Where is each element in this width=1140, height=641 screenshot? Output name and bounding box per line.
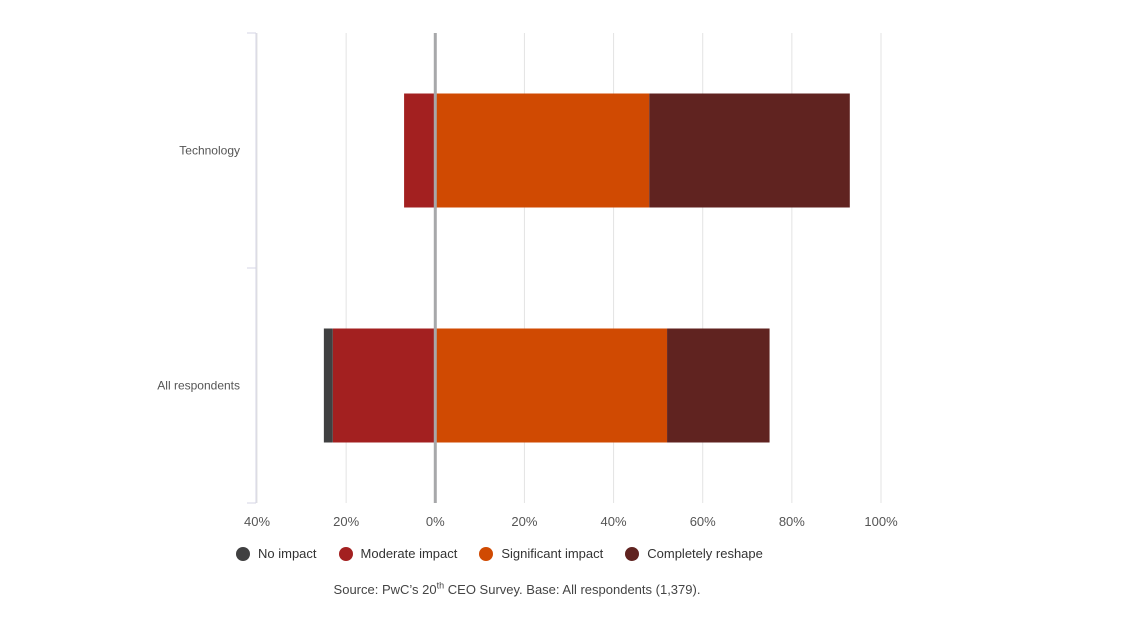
bar-segment[interactable] — [435, 328, 668, 443]
category-label: Technology — [179, 144, 240, 158]
legend-label: Significant impact — [501, 546, 604, 561]
bar-segment[interactable] — [667, 328, 770, 443]
bar-segment[interactable] — [435, 93, 650, 208]
legend-swatch — [338, 546, 353, 561]
legend-item[interactable]: Significant impact — [479, 546, 603, 561]
legend-label: Completely reshape — [647, 546, 763, 561]
x-tick-label: 100% — [864, 514, 898, 529]
legend-swatch — [479, 546, 494, 561]
x-tick-label: 20% — [511, 514, 537, 529]
legend-label: Moderate impact — [360, 546, 458, 561]
legend: No impact Moderate impact Significant impa… — [236, 546, 785, 561]
source-superscript: th — [436, 580, 445, 591]
bar-segment[interactable] — [649, 93, 850, 208]
source-suffix: CEO Survey. Base: All respondents (1,379… — [444, 582, 701, 597]
y-axis — [247, 32, 257, 504]
bar-segment[interactable] — [332, 328, 436, 443]
legend-swatch — [236, 546, 250, 561]
bar-segment[interactable] — [323, 328, 333, 443]
x-tick-label: 40% — [601, 514, 627, 529]
bars — [323, 93, 850, 443]
legend-label: No impact — [258, 546, 317, 561]
x-tick-label: 40% — [244, 514, 270, 529]
x-tick-label: 20% — [333, 514, 359, 529]
legend-item[interactable]: Moderate impact — [338, 546, 458, 561]
x-tick-labels: 40% 20% 0% 20% 40% 60% 80% 100% — [244, 514, 898, 529]
x-tick-label: 60% — [690, 514, 716, 529]
legend-item[interactable]: No impact — [236, 546, 317, 561]
x-tick-label: 80% — [779, 514, 805, 529]
category-label: All respondents — [157, 379, 240, 393]
x-tick-label: 0% — [426, 514, 445, 529]
legend-item[interactable]: Completely reshape — [625, 546, 763, 561]
legend-swatch — [625, 546, 640, 561]
source-note: Source: PwC’s 20th CEO Survey. Base: All… — [0, 580, 1034, 597]
category-labels: Technology All respondents — [157, 144, 240, 393]
bar-segment[interactable] — [404, 93, 436, 208]
source-prefix: Source: PwC’s 20 — [333, 582, 437, 597]
